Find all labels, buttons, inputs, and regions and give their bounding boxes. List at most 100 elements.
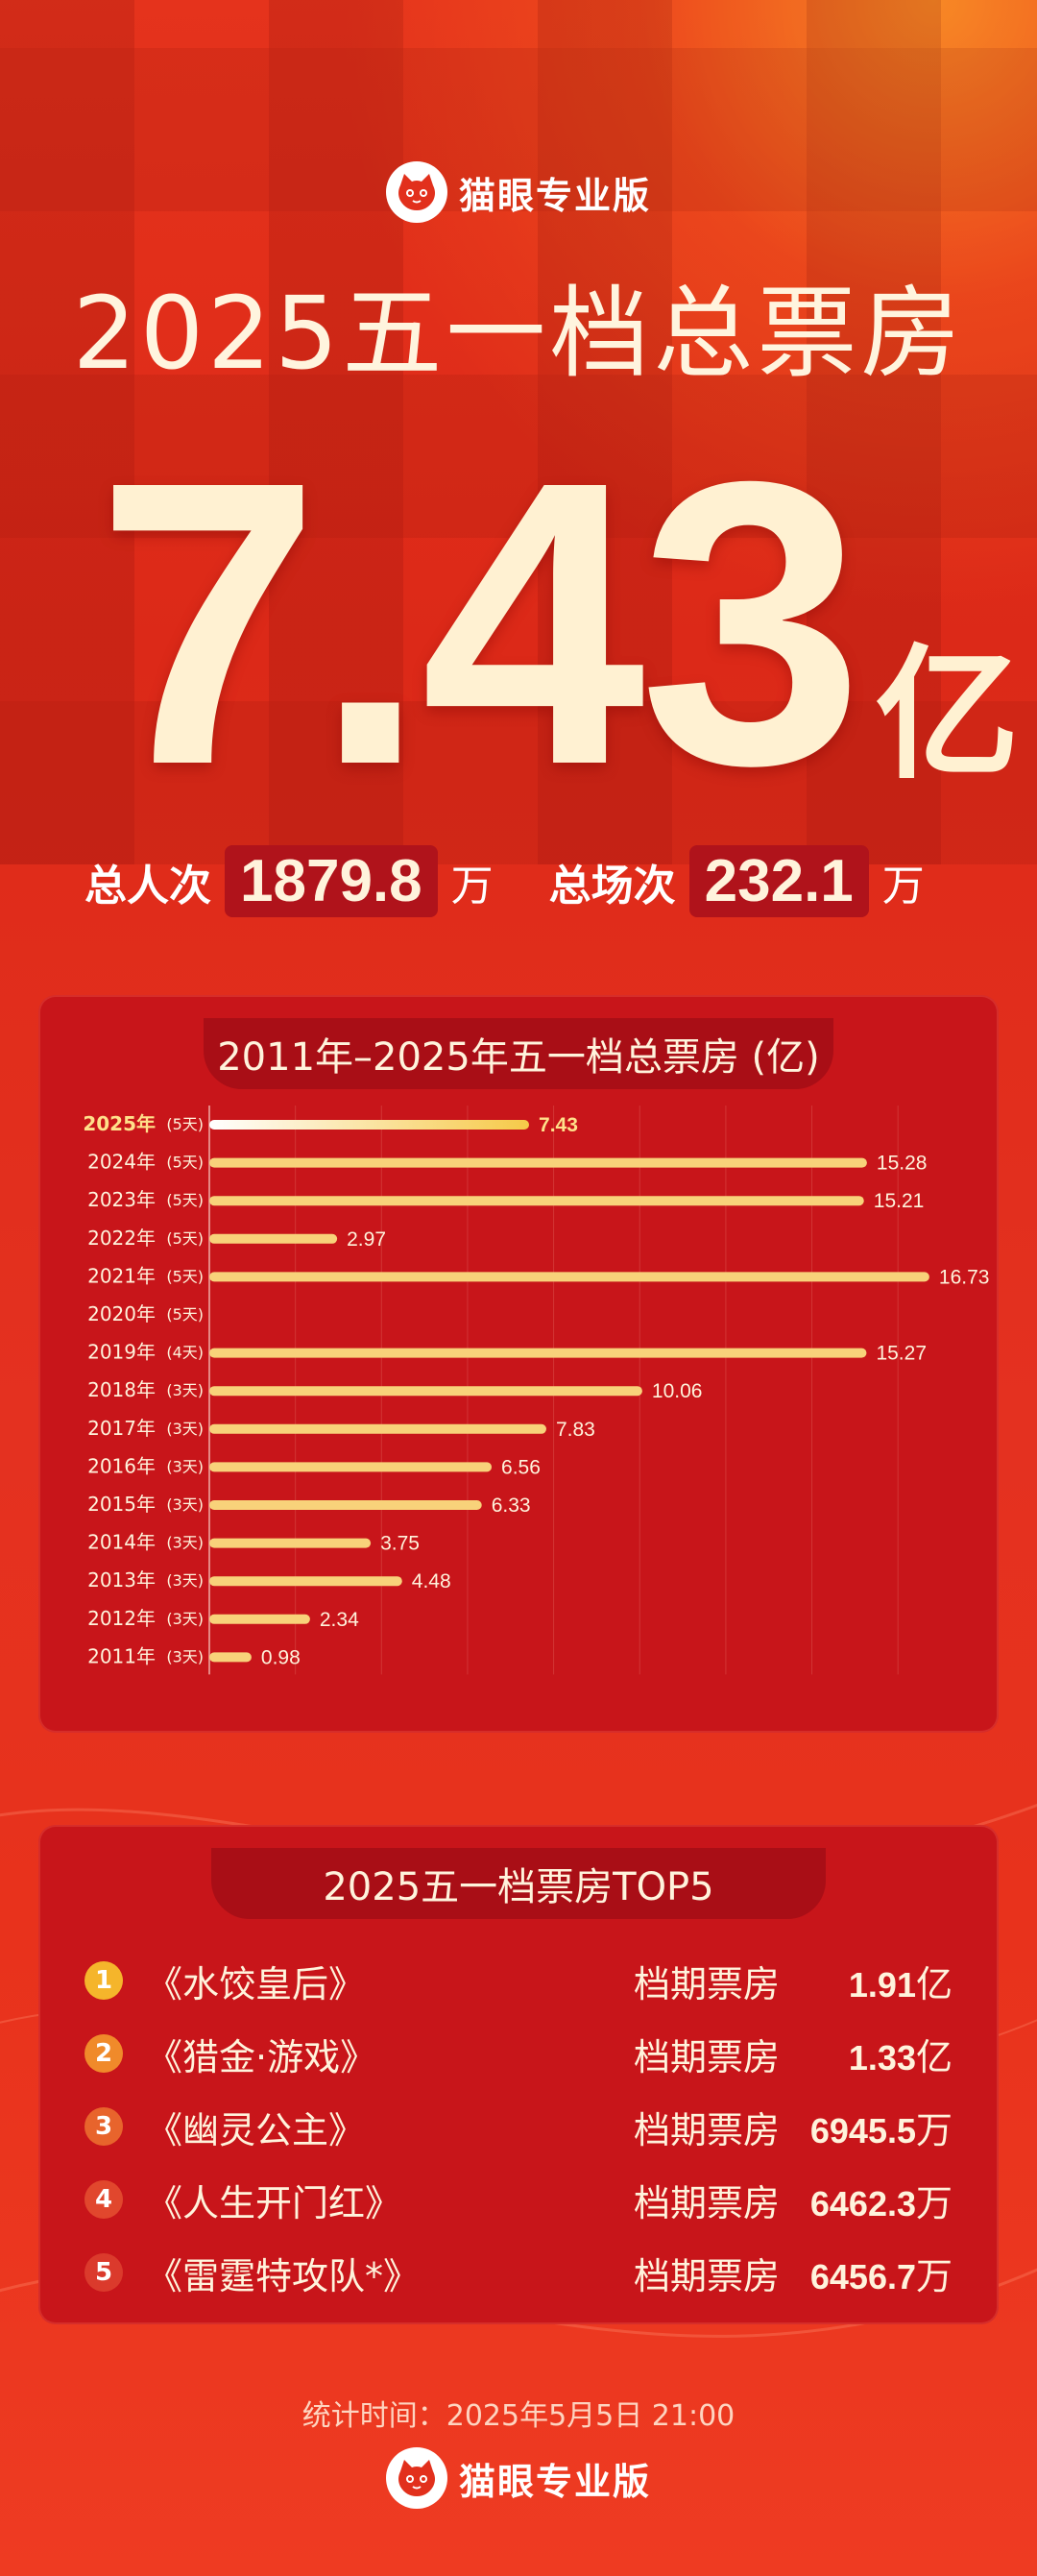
top5-item-1: 1 《水饺皇后》 档期票房 1.91亿 xyxy=(38,1944,999,2017)
total-box-office: 7.43 亿 xyxy=(96,399,1019,849)
bar xyxy=(209,1120,530,1130)
page-title: 2025五一档总票房 xyxy=(72,275,965,392)
category-label: 2015年 xyxy=(87,1493,156,1516)
category-label: 2014年 xyxy=(87,1531,156,1554)
category-label: 2024年 xyxy=(87,1151,156,1174)
category-label: 2020年 xyxy=(87,1302,156,1325)
data-label: 0.98 xyxy=(261,1646,301,1668)
bar xyxy=(209,1386,642,1397)
days-label: (3天) xyxy=(166,1647,204,1665)
bar xyxy=(209,1196,864,1206)
cat-logo-icon xyxy=(385,161,447,223)
category-label: 2022年 xyxy=(87,1227,156,1250)
top5-list: 1 《水饺皇后》 档期票房 1.91亿 2 《猎金·游戏》 档期票房 1.33亿… xyxy=(38,1944,999,2309)
bar xyxy=(209,1538,372,1548)
category-label: 2019年 xyxy=(87,1341,156,1364)
category-label: 2025年 xyxy=(83,1112,156,1135)
top5-item-2: 2 《猎金·游戏》 档期票房 1.33亿 xyxy=(38,2017,999,2090)
viewers-label: 总人次 xyxy=(84,861,211,911)
days-label: (5天) xyxy=(166,1115,204,1133)
days-label: (5天) xyxy=(166,1229,204,1248)
days-label: (3天) xyxy=(166,1457,204,1475)
days-label: (5天) xyxy=(166,1305,204,1324)
top5-panel: 2025五一档票房TOP5 1 《水饺皇后》 档期票房 1.91亿 2 《猎金·… xyxy=(38,1825,999,2324)
stats-row: 总人次 1879.8 万 总场次 232.1 万 xyxy=(84,845,968,917)
bar xyxy=(209,1576,402,1587)
bar xyxy=(209,1614,310,1624)
box-office-label: 档期票房 xyxy=(634,2254,781,2297)
bar xyxy=(209,1500,482,1510)
box-office-label: 档期票房 xyxy=(634,2035,781,2078)
top5-item-5: 5 《雷霆特攻队*》 档期票房 6456.7万 xyxy=(38,2236,999,2309)
category-label: 2023年 xyxy=(87,1188,156,1211)
shows-label: 总场次 xyxy=(548,861,676,911)
brand-name: 猫眼专业版 xyxy=(458,174,651,217)
bar-chart: 2025年 (5天) 7.43 2024年 (5天) 15.28 2023年 (5天) 15.2… xyxy=(83,1106,990,1675)
days-label: (4天) xyxy=(166,1344,204,1362)
days-label: (3天) xyxy=(166,1571,204,1590)
days-label: (3天) xyxy=(166,1420,204,1438)
rank-badge: 5 xyxy=(84,2253,123,2292)
statistics-time: 统计时间：2025年5月5日 21:00 xyxy=(301,2399,736,2433)
bar xyxy=(209,1462,493,1472)
chart-panel: 2011年–2025年五一档总票房 (亿) 2025年 (5天) 7.43 2024年… xyxy=(38,995,999,1733)
cat-logo-icon xyxy=(385,2447,447,2509)
bar xyxy=(209,1233,338,1244)
days-label: (3天) xyxy=(166,1534,204,1552)
category-label: 2013年 xyxy=(87,1568,156,1592)
bar xyxy=(209,1348,867,1358)
data-label: 6.56 xyxy=(501,1456,541,1478)
shows-unit: 万 xyxy=(881,861,925,911)
category-label: 2016年 xyxy=(87,1454,156,1477)
category-label: 2012年 xyxy=(87,1607,156,1630)
days-label: (3天) xyxy=(166,1495,204,1514)
top5-item-4: 4 《人生开门红》 档期票房 6462.3万 xyxy=(38,2163,999,2236)
movie-title: 《水饺皇后》 xyxy=(146,1962,366,2005)
box-office-value: 1.33亿 xyxy=(848,2035,953,2078)
rank-badge: 2 xyxy=(84,2034,123,2073)
days-label: (3天) xyxy=(166,1610,204,1628)
days-label: (3天) xyxy=(166,1381,204,1399)
chart-title: 2011年–2025年五一档总票房 (亿) xyxy=(204,1018,833,1089)
box-office-value: 6945.5万 xyxy=(809,2108,953,2151)
shows-value: 232.1 xyxy=(688,845,869,917)
bar xyxy=(209,1272,929,1282)
data-label: 4.48 xyxy=(412,1570,451,1592)
box-office-label: 档期票房 xyxy=(634,2181,781,2224)
category-label: 2011年 xyxy=(87,1644,156,1667)
box-office-label: 档期票房 xyxy=(634,1962,781,2005)
brand-footer: 猫眼专业版 xyxy=(0,2447,1037,2509)
data-label: 6.33 xyxy=(492,1495,531,1517)
category-label: 2021年 xyxy=(87,1264,156,1287)
box-office-value: 6462.3万 xyxy=(809,2181,953,2224)
box-office-value: 1.91亿 xyxy=(848,1962,953,2005)
viewers-value: 1879.8 xyxy=(225,845,438,917)
movie-title: 《幽灵公主》 xyxy=(146,2108,366,2151)
rank-badge: 1 xyxy=(84,1961,123,2000)
box-office-value: 6456.7万 xyxy=(809,2254,953,2297)
data-label: 15.28 xyxy=(877,1153,928,1175)
data-label: 2.34 xyxy=(320,1609,359,1631)
data-label: 10.06 xyxy=(652,1380,703,1402)
movie-title: 《雷霆特攻队*》 xyxy=(146,2254,421,2297)
data-label: 7.83 xyxy=(556,1419,595,1441)
rank-badge: 3 xyxy=(84,2107,123,2146)
data-label: 2.97 xyxy=(347,1228,386,1251)
data-label: 16.73 xyxy=(939,1266,990,1288)
bar xyxy=(209,1423,546,1434)
bar xyxy=(209,1652,252,1663)
box-office-label: 档期票房 xyxy=(634,2108,781,2151)
data-label: 7.43 xyxy=(539,1114,578,1136)
days-label: (5天) xyxy=(166,1191,204,1209)
brand-header: 猫眼专业版 xyxy=(0,161,1037,223)
data-label: 15.21 xyxy=(874,1190,925,1212)
top5-item-3: 3 《幽灵公主》 档期票房 6945.5万 xyxy=(38,2090,999,2163)
total-box-office-value: 7.43 xyxy=(96,399,863,849)
movie-title: 《人生开门红》 xyxy=(146,2181,402,2224)
total-box-office-unit: 亿 xyxy=(875,632,1020,799)
brand-name: 猫眼专业版 xyxy=(458,2460,651,2503)
data-label: 3.75 xyxy=(380,1533,420,1555)
top5-title: 2025五一档票房TOP5 xyxy=(211,1848,826,1919)
category-label: 2017年 xyxy=(87,1417,156,1440)
days-label: (5天) xyxy=(166,1267,204,1285)
